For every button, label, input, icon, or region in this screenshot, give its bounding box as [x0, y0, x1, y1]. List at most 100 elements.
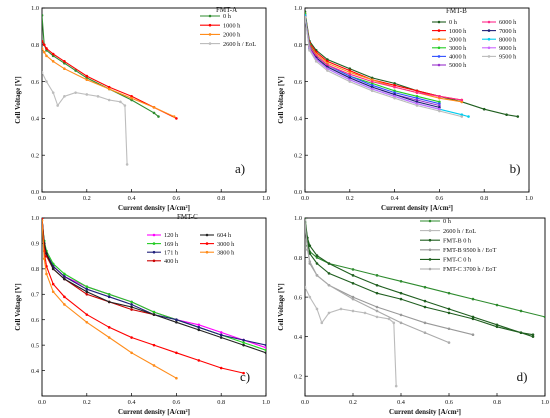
y-tick-label: 0.4	[294, 334, 303, 341]
legend-marker	[487, 37, 491, 41]
data-point	[393, 83, 396, 87]
data-point	[447, 341, 451, 344]
data-point	[438, 106, 441, 109]
legend-entry: 604 h	[217, 232, 232, 239]
data-point	[242, 338, 245, 342]
data-point	[351, 295, 355, 299]
data-point	[348, 72, 352, 76]
x-tick-label: 0.0	[38, 195, 46, 202]
series-group	[42, 14, 178, 166]
data-point	[85, 292, 89, 296]
y-tick-label: 0.4	[31, 368, 40, 375]
data-point	[415, 100, 419, 104]
data-point	[175, 376, 178, 380]
data-point	[305, 15, 307, 19]
x-tick-label: 0.2	[83, 399, 91, 406]
data-point	[460, 98, 464, 102]
legend-entry: 2600 h / EoL	[443, 228, 476, 235]
legend-entry: 9000 h	[499, 45, 517, 52]
data-point	[107, 295, 111, 299]
series-line	[305, 218, 534, 338]
data-point	[63, 272, 66, 276]
plot-frame	[41, 7, 267, 193]
series-line	[305, 221, 534, 336]
data-point	[315, 274, 319, 277]
legend-entry: 8000 h	[499, 36, 517, 43]
data-point	[495, 325, 499, 329]
legend-marker	[428, 258, 432, 261]
y-tick-label: 0.0	[294, 189, 302, 196]
data-point	[393, 91, 396, 94]
data-point	[516, 115, 520, 118]
data-point	[175, 320, 178, 324]
data-point	[125, 163, 129, 166]
series-group	[305, 218, 545, 388]
data-point	[107, 326, 111, 329]
data-point	[264, 348, 266, 352]
data-point	[423, 285, 427, 289]
data-point	[438, 95, 441, 98]
data-point	[130, 336, 133, 339]
y-tick-label: 1.0	[31, 5, 39, 12]
x-tick-label: 0.8	[480, 195, 488, 202]
data-point	[315, 256, 319, 259]
data-point	[42, 43, 46, 47]
y-tick-label: 0.5	[31, 342, 39, 349]
legend-entry: 5000 h	[449, 62, 467, 69]
data-point	[375, 283, 379, 287]
data-point	[306, 248, 309, 251]
series-line	[305, 286, 397, 387]
x-tick-label: 1.0	[262, 195, 270, 202]
data-point	[175, 117, 178, 120]
data-point	[447, 327, 451, 331]
data-point	[415, 104, 419, 107]
data-point	[327, 311, 331, 315]
data-point	[45, 80, 48, 83]
y-tick-label: 0.7	[31, 291, 39, 298]
legend-entry: FMT-C 3700 h / EoT	[443, 266, 496, 273]
data-point	[505, 113, 508, 117]
x-tick-label: 1.0	[262, 399, 270, 406]
data-point	[152, 310, 156, 314]
data-point	[415, 91, 419, 94]
legend: 0 h 2600 h / EoL FMT-B 0 h FMT-B 9500 h / E…	[420, 218, 496, 273]
y-axis-label: Cell Voltage [V]	[277, 283, 285, 330]
data-point	[45, 272, 48, 276]
legend-marker	[487, 20, 491, 24]
y-axis-label: Cell Voltage [V]	[277, 76, 285, 123]
x-tick-label: 0.2	[349, 399, 357, 406]
data-point	[85, 78, 89, 82]
legend-marker	[437, 63, 441, 67]
data-point	[107, 85, 111, 89]
legend-entry: 171 h	[164, 249, 179, 256]
data-point	[308, 49, 311, 52]
data-point	[438, 96, 441, 100]
x-axis-label: Current density [A/cm²]	[118, 204, 190, 212]
data-point	[370, 82, 374, 85]
data-point	[393, 89, 396, 93]
x-axis-label: Current density [A/cm²]	[118, 408, 190, 416]
series-line	[305, 11, 518, 118]
chart-title: FMT-A	[216, 6, 237, 14]
data-point	[197, 326, 201, 329]
legend-entry: 7000 h	[499, 28, 517, 35]
data-point	[327, 283, 331, 287]
data-point	[447, 291, 451, 295]
data-point	[320, 321, 324, 325]
legend-marker	[437, 29, 441, 32]
legend-entry: 3000 h	[217, 241, 235, 248]
data-point	[42, 218, 44, 220]
x-tick-label: 0.8	[493, 399, 501, 406]
panel-label: a)	[235, 161, 245, 176]
data-point	[471, 315, 475, 319]
data-point	[264, 343, 266, 347]
data-point	[308, 244, 312, 247]
data-point	[308, 295, 312, 299]
y-tick-label: 1.0	[294, 215, 302, 222]
legend: 0 h 1000 h 2000 h 2600 h / EoL	[200, 13, 256, 48]
series-group	[42, 218, 266, 380]
data-point	[351, 297, 355, 301]
series-line	[42, 48, 175, 118]
legend-entry: 169 h	[164, 241, 179, 248]
